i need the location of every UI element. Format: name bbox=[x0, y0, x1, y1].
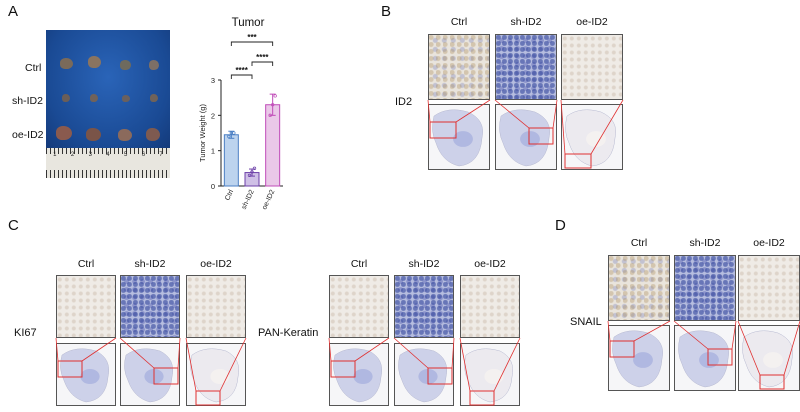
y-tick-label: 0 bbox=[211, 182, 215, 191]
significance-label: **** bbox=[256, 53, 269, 62]
col-label-oe-id2: oe-ID2 bbox=[753, 237, 785, 249]
ruler-number: 4 bbox=[106, 152, 110, 158]
significance-bracket bbox=[230, 74, 253, 79]
ihc-id2-ctrl-zoom bbox=[428, 34, 490, 100]
ihc-ki67-sh-zoom bbox=[120, 275, 180, 338]
data-point bbox=[229, 131, 233, 135]
col-label-ctrl: Ctrl bbox=[630, 237, 648, 249]
col-label-oe-id2: oe-ID2 bbox=[474, 258, 506, 270]
photo-row-label-sh-id2: sh-ID2 bbox=[12, 95, 43, 107]
ihc-pck-oe-zoom bbox=[460, 275, 520, 338]
ihc-ki67-oe-zoom bbox=[186, 275, 246, 338]
col-label-sh-id2: sh-ID2 bbox=[510, 16, 542, 28]
ihc-id2-ctrl-overview bbox=[428, 104, 490, 170]
photo-row-label-ctrl: Ctrl bbox=[25, 62, 42, 74]
significance-bracket bbox=[230, 41, 274, 46]
panel-label-a: A bbox=[8, 3, 19, 20]
ihc-ki67-sh-overview bbox=[120, 343, 180, 406]
bar-oe-id2 bbox=[265, 104, 281, 187]
y-tick-label: 1 bbox=[211, 147, 215, 156]
data-point bbox=[252, 166, 257, 170]
ruler-number: 2 bbox=[70, 152, 75, 158]
ihc-snail-oe-zoom bbox=[738, 255, 800, 321]
ihc-id2-sh-zoom bbox=[495, 34, 557, 100]
stain-label-snail: SNAIL bbox=[570, 316, 602, 328]
data-point bbox=[227, 134, 231, 139]
col-label-sh-id2: sh-ID2 bbox=[689, 237, 721, 249]
tumor-sh-4 bbox=[150, 94, 158, 102]
col-label-ctrl: Ctrl bbox=[350, 258, 368, 270]
ihc-id2-sh-overview bbox=[495, 104, 557, 170]
panel-label-c: C bbox=[8, 217, 19, 234]
col-label-ctrl: Ctrl bbox=[450, 16, 468, 28]
ihc-id2-oe-overview bbox=[561, 104, 623, 170]
tumor-ctrl-1 bbox=[60, 58, 73, 69]
tumor-oe-1 bbox=[56, 126, 72, 140]
col-label-sh-id2: sh-ID2 bbox=[408, 258, 440, 270]
significance-bracket bbox=[251, 61, 274, 66]
ihc-ki67-oe-overview bbox=[186, 343, 246, 406]
tumor-oe-2 bbox=[86, 128, 101, 141]
stain-label-id2: ID2 bbox=[395, 96, 413, 108]
ruler: 1 2 3 4 5 6 7 bbox=[46, 148, 170, 178]
tumor-ctrl-3 bbox=[120, 60, 131, 70]
bar-ctrl bbox=[223, 134, 239, 187]
y-tick-label: 3 bbox=[211, 76, 215, 85]
ihc-pck-sh-zoom bbox=[394, 275, 454, 338]
ihc-snail-ctrl-zoom bbox=[608, 255, 670, 321]
data-point bbox=[271, 103, 275, 107]
data-point bbox=[268, 113, 272, 117]
x-tick-label: sh-ID2 bbox=[241, 189, 256, 211]
col-label-oe-id2: oe-ID2 bbox=[200, 258, 232, 270]
ihc-id2-oe-zoom bbox=[561, 34, 623, 100]
ihc-ki67-ctrl-overview bbox=[56, 343, 116, 406]
x-tick-label: oe-ID2 bbox=[261, 189, 276, 211]
ihc-snail-sh-overview bbox=[674, 325, 736, 391]
data-point bbox=[250, 170, 254, 174]
stain-label-pan-keratin: PAN-Keratin bbox=[258, 327, 319, 339]
tumor-oe-4 bbox=[146, 128, 160, 141]
col-label-oe-id2: oe-ID2 bbox=[576, 16, 608, 28]
data-point bbox=[247, 173, 252, 178]
significance-label: *** bbox=[247, 33, 257, 42]
data-point bbox=[232, 131, 236, 135]
col-label-ctrl: Ctrl bbox=[77, 258, 95, 270]
panel-label-b: B bbox=[381, 3, 392, 20]
col-label-sh-id2: sh-ID2 bbox=[134, 258, 166, 270]
ruler-number: 6 bbox=[141, 152, 146, 158]
stain-label-ki67: KI67 bbox=[14, 327, 37, 339]
significance-label: **** bbox=[235, 66, 248, 75]
y-axis-label: Tumor Weight (g) bbox=[198, 104, 207, 162]
tumor-ctrl-2 bbox=[88, 56, 101, 68]
chart-title: Tumor bbox=[232, 17, 265, 29]
ihc-pck-ctrl-zoom bbox=[329, 275, 389, 338]
x-tick-label: Ctrl bbox=[224, 188, 235, 201]
tumor-ctrl-4 bbox=[149, 60, 159, 70]
panel-label-d: D bbox=[555, 217, 566, 234]
tumor-oe-3 bbox=[118, 129, 132, 141]
data-point bbox=[273, 94, 277, 98]
ruler-number: 1 bbox=[53, 152, 57, 158]
photo-row-label-oe-id2: oe-ID2 bbox=[12, 129, 44, 141]
bar-sh-id2 bbox=[244, 172, 260, 187]
ihc-snail-oe-overview bbox=[738, 325, 800, 391]
ruler-number: 3 bbox=[88, 152, 92, 158]
tumor-sh-3 bbox=[122, 95, 130, 102]
ihc-pck-oe-overview bbox=[460, 343, 520, 406]
tumor-sh-1 bbox=[62, 94, 70, 102]
ihc-ki67-ctrl-zoom bbox=[56, 275, 116, 338]
ihc-pck-ctrl-overview bbox=[329, 343, 389, 406]
ruler-number: 7 bbox=[159, 152, 163, 158]
y-tick-label: 2 bbox=[211, 111, 215, 120]
ihc-snail-ctrl-overview bbox=[608, 325, 670, 391]
ihc-snail-sh-zoom bbox=[674, 255, 736, 321]
ihc-pck-sh-overview bbox=[394, 343, 454, 406]
tumor-sh-2 bbox=[90, 94, 98, 102]
tumor-photo: 1 2 3 4 5 6 7 bbox=[46, 30, 170, 178]
ruler-number: 5 bbox=[123, 152, 128, 158]
